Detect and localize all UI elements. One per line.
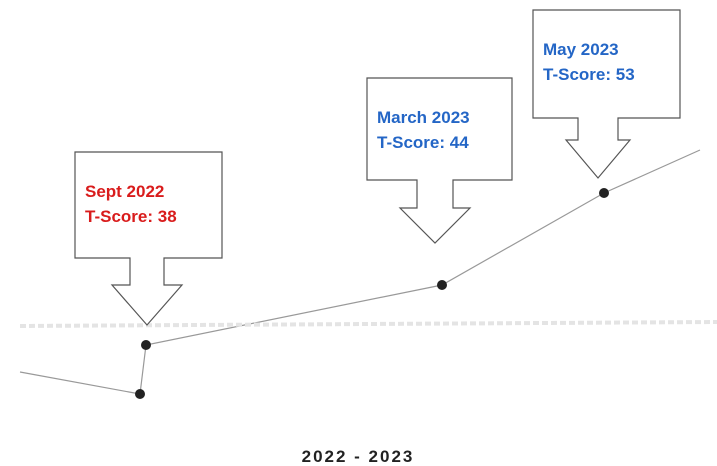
callout-date: Sept 2022 bbox=[85, 182, 164, 201]
scan-artifact bbox=[19, 320, 717, 328]
point bbox=[135, 389, 145, 399]
point bbox=[141, 340, 151, 350]
callouts: Sept 2022 T-Score: 38 March 2023 T-Score: 4… bbox=[74, 9, 681, 326]
point bbox=[599, 188, 609, 198]
callout-score: T-Score: 53 bbox=[543, 65, 635, 84]
callout-box bbox=[74, 151, 223, 326]
axis-label: 2022 - 2023 bbox=[302, 447, 415, 466]
callout-date: May 2023 bbox=[543, 40, 619, 59]
callout-date: March 2023 bbox=[377, 108, 470, 127]
trend-line bbox=[19, 149, 701, 395]
callout-box bbox=[366, 77, 513, 244]
callout-score: T-Score: 44 bbox=[377, 133, 469, 152]
callout-box bbox=[532, 9, 681, 179]
callout-score: T-Score: 38 bbox=[85, 207, 177, 226]
point bbox=[437, 280, 447, 290]
